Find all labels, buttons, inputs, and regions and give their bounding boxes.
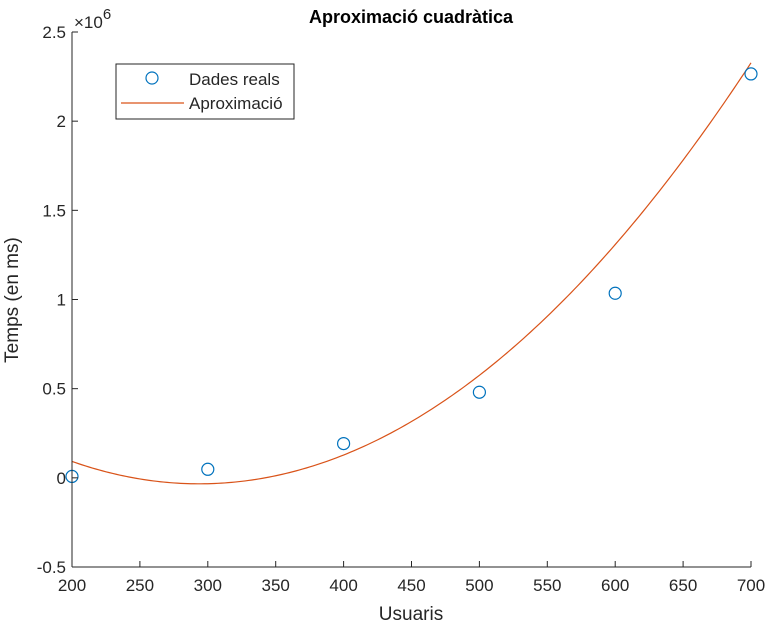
legend: Dades reals Aproximació: [115, 63, 295, 120]
y-exponent-base: ×10: [74, 13, 103, 32]
fit-curve-line: [71, 62, 752, 485]
x-tick-label-550: 550: [533, 576, 561, 595]
x-tick-label-400: 400: [329, 576, 357, 595]
data-point-300: [201, 462, 215, 476]
x-tick-label-200: 200: [58, 576, 86, 595]
marker-layer: [65, 67, 758, 484]
data-point-400: [337, 436, 351, 451]
tick-layer: 200 250 300 350 400 450 500 550 600 650 700 -0.5 0 0.…: [37, 23, 765, 595]
y-tick-label-0: 0: [57, 469, 66, 488]
data-point-600: [608, 286, 622, 300]
x-tick-label-350: 350: [262, 576, 290, 595]
y-tick-label-1000000: 1: [57, 291, 66, 310]
data-point-500: [472, 385, 486, 399]
x-tick-label-450: 450: [397, 576, 425, 595]
y-tick-label-2500000: 2.5: [42, 23, 66, 42]
y-tick-label--500000: -0.5: [37, 558, 66, 577]
y-exponent-power: 6: [103, 6, 111, 23]
x-tick-label-300: 300: [194, 576, 222, 595]
y-exponent-marker: ×106: [74, 6, 111, 32]
y-tick-label-1500000: 1.5: [42, 201, 66, 220]
y-tick-label-500000: 0.5: [42, 380, 66, 399]
y-axis-label: Temps (en ms): [2, 237, 23, 363]
legend-label-aproximacio: Aproximació: [189, 94, 283, 113]
x-tick-label-700: 700: [737, 576, 765, 595]
legend-marker-icon: [145, 71, 159, 85]
legend-label-dades-reals: Dades reals: [189, 70, 280, 89]
y-tick-label-2000000: 2: [57, 112, 66, 131]
x-tick-label-250: 250: [126, 576, 154, 595]
x-tick-label-600: 600: [601, 576, 629, 595]
data-point-700: [744, 67, 758, 81]
x-tick-label-500: 500: [465, 576, 493, 595]
chart-title: Aproximació cuadràtica: [309, 7, 514, 27]
plot-area: [72, 32, 751, 567]
x-axis-label: Usuaris: [379, 604, 443, 624]
x-tick-label-650: 650: [669, 576, 697, 595]
fit-layer: [71, 62, 752, 485]
legend-box: [115, 63, 295, 120]
